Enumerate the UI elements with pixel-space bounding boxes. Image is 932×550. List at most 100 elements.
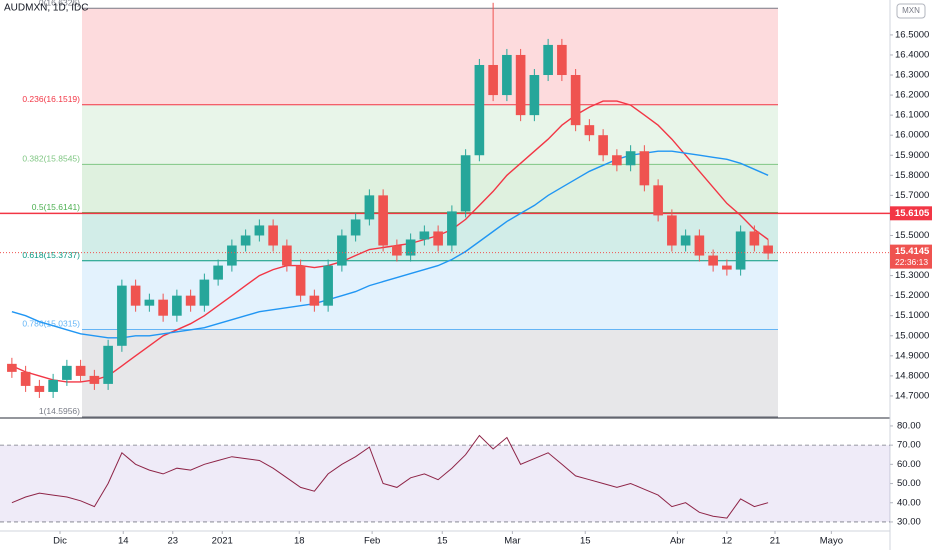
candle-body — [158, 299, 168, 316]
x-tick-label: 18 — [294, 536, 305, 547]
fib-zones: 0(16.6326) 0.236(16.1519) 0.382(15.8545) 0.… — [22, 0, 778, 418]
candle-body — [337, 235, 347, 266]
candle-body — [612, 155, 622, 166]
candle-body — [130, 285, 141, 306]
currency-label: MXN — [902, 6, 920, 15]
x-tick-label: Dic — [53, 536, 67, 547]
x-tick-label: 2021 — [212, 536, 233, 547]
y-tick-label: 16.0000 — [895, 130, 929, 141]
y-tick-label: 16.3000 — [895, 70, 929, 81]
price-line-label: 15.6105 — [895, 208, 930, 219]
y-tick-label: 15.3000 — [895, 270, 929, 281]
candle-body — [460, 155, 471, 212]
fib-level-label: 0.618(15.3737) — [22, 250, 80, 260]
candle-body — [708, 255, 718, 266]
candle-body — [722, 265, 732, 270]
y-tick-label: 15.8000 — [895, 170, 929, 181]
candle-body — [392, 245, 402, 256]
candle-body — [34, 385, 45, 392]
candle-body — [653, 185, 663, 216]
candle-body — [667, 215, 677, 246]
rsi-band — [0, 445, 890, 522]
currency-badge[interactable] — [896, 3, 926, 19]
candle-body — [323, 265, 333, 306]
candle-body — [309, 295, 320, 306]
y-tick-label: 16.5000 — [895, 29, 929, 40]
candle-body — [419, 231, 430, 240]
candle-body — [20, 371, 31, 386]
candle-body — [213, 265, 223, 280]
candle-body — [75, 365, 86, 376]
x-tick-label: Mar — [504, 536, 520, 547]
y-tick-label: 14.7000 — [895, 390, 929, 401]
y-tick-label: 15.5000 — [895, 230, 929, 241]
candle-body — [474, 64, 485, 156]
fib-level-label: 1(14.5956) — [39, 406, 80, 416]
candle-body — [48, 379, 58, 392]
candle-body — [282, 245, 292, 266]
y-tick-label: 15.2000 — [895, 290, 929, 301]
chart-title: AUDMXN, 1D, IDC — [4, 3, 88, 14]
candle-body — [680, 235, 691, 246]
candle-body — [185, 295, 196, 306]
price-pane — [0, 2, 890, 398]
last-price-label: 15.4145 — [895, 246, 930, 257]
price-line-tag — [890, 206, 932, 221]
candle-body — [570, 75, 581, 126]
candle-body — [625, 151, 636, 166]
x-tick-label: Abr — [670, 536, 685, 547]
y-tick-label: 14.9000 — [895, 350, 929, 361]
candle-body — [254, 225, 265, 236]
x-tick-label: 21 — [770, 536, 781, 547]
candle-body — [557, 44, 567, 76]
rsi-tick-label: 50.00 — [897, 478, 921, 489]
fib-zone — [82, 329, 778, 417]
x-tick-label: 15 — [437, 536, 448, 547]
x-tick-label: 15 — [580, 536, 591, 547]
fib-zone — [82, 260, 778, 330]
candle-body — [447, 211, 457, 246]
candle-body — [502, 54, 512, 96]
y-tick-label: 16.2000 — [895, 90, 929, 101]
fib-level-label: 0.236(16.1519) — [22, 94, 80, 104]
candle-body — [529, 75, 540, 116]
candle-body — [89, 375, 100, 384]
x-tick-label: 12 — [722, 536, 733, 547]
candle-body — [405, 239, 416, 256]
x-tick-label: 23 — [167, 536, 178, 547]
fib-zone — [82, 164, 778, 213]
moving-average — [11, 100, 769, 383]
fib-zone — [82, 104, 778, 165]
candle-body — [763, 245, 773, 254]
y-tick-label: 14.8000 — [895, 370, 929, 381]
candle-body — [584, 125, 595, 136]
candle-body — [694, 235, 705, 256]
candle-body — [735, 231, 746, 270]
candle-body — [240, 235, 251, 246]
x-tick-label: Mayo — [820, 536, 843, 547]
fib-level-label: 0.786(15.0315) — [22, 319, 80, 329]
x-tick-label: 14 — [118, 536, 129, 547]
candle-body — [488, 64, 498, 96]
candle-body — [227, 245, 237, 266]
candle-body — [378, 195, 388, 246]
rsi-line — [11, 434, 769, 519]
candle-body — [144, 299, 155, 306]
rsi-tick-label: 30.00 — [897, 516, 921, 527]
rsi-tick-label: 60.00 — [897, 459, 921, 470]
countdown-label: 22:36:13 — [895, 257, 928, 267]
candle-body — [433, 231, 443, 246]
candle-body — [543, 44, 553, 76]
candle-body — [268, 225, 278, 246]
y-tick-label: 15.9000 — [895, 150, 929, 161]
candle-body — [117, 285, 127, 346]
candle-body — [295, 265, 306, 296]
candle-body — [199, 279, 210, 306]
y-tick-label: 16.4000 — [895, 49, 929, 60]
y-tick-label: 16.1000 — [895, 110, 929, 121]
rsi-tick-label: 80.00 — [897, 420, 921, 431]
candle-body — [364, 195, 375, 220]
last-price-tag — [890, 244, 932, 269]
